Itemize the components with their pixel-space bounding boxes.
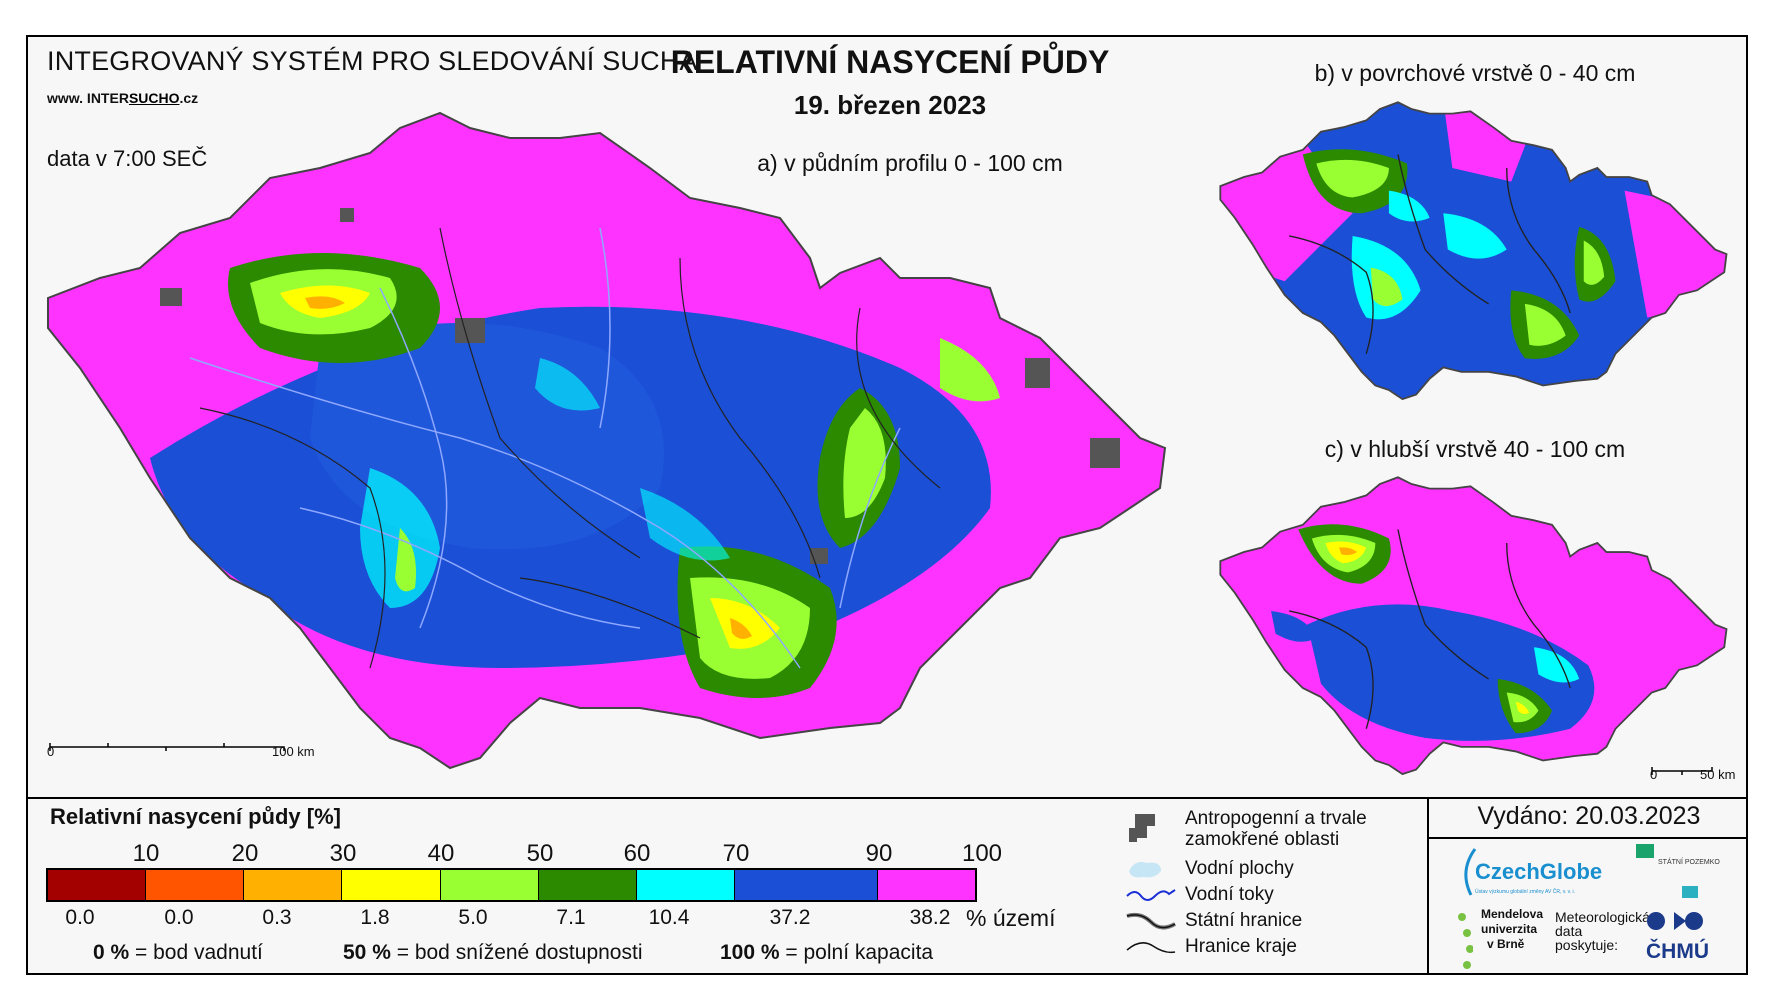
legend-divider [26, 797, 1748, 799]
legend-tick: 70 [722, 840, 750, 867]
legend-pct: 10.4 [648, 906, 690, 929]
legend-note-wilting: 0 % = bod vadnutí [93, 941, 263, 964]
meteo-line-2: data [1555, 923, 1583, 939]
legend-pct-unit: % území [966, 905, 1056, 931]
legend-color-cell [244, 870, 343, 900]
scale-small-end: 50 km [1700, 767, 1736, 782]
czechglobe-logo: CzechGlobe Ústav výzkumu globální změny … [1464, 848, 1602, 896]
legend-color-cell [877, 870, 976, 900]
map-b [1219, 101, 1728, 400]
legend-color-cell [342, 870, 441, 900]
stream-icon [1126, 889, 1176, 901]
legend-color-cell [538, 870, 637, 900]
issued-divider [1427, 837, 1748, 839]
legend-streams-label: Vodní toky [1185, 884, 1274, 905]
main-date: 19. březen 2023 [793, 90, 987, 120]
mendel-dots-icon [1458, 913, 1473, 969]
legend-pct: 38.2 [909, 906, 951, 929]
legend-note-capacity: 100 % = polní kapacita [720, 941, 934, 964]
anthropogenic-icon [1129, 814, 1155, 842]
legend-title: Relativní nasycení půdy [%] [50, 804, 341, 829]
legend-color-cell [735, 870, 878, 900]
legend-color-cell [48, 870, 147, 900]
spu-name: STÁTNÍ POZEMKOVÝ ÚŘAD [1658, 857, 1720, 866]
chmu-logo: ČHMÚ [1640, 908, 1720, 968]
mendel-logo: Mendelova univerzita v Brně [1457, 907, 1557, 973]
legend-water-areas-label: Vodní plochy [1185, 858, 1294, 879]
footer-divider [1427, 797, 1429, 975]
map-c [1219, 476, 1728, 775]
legend-tick: 90 [865, 840, 893, 867]
scale-main-end: 100 km [272, 744, 315, 759]
system-url[interactable]: www. INTERSUCHO.cz [47, 90, 199, 106]
legend-color-cell [636, 870, 736, 900]
legend-tick: 60 [623, 840, 651, 867]
legend-pct: 5.0 [458, 906, 488, 929]
region-border-icon [1126, 942, 1176, 954]
issued-date: Vydáno: 20.03.2023 [1477, 802, 1701, 830]
legend-pct: 7.1 [556, 906, 586, 929]
legend-state-border-label: Státní hranice [1185, 910, 1303, 931]
map-a [47, 111, 1167, 770]
legend-tick: 20 [231, 840, 259, 867]
legend-pct: 0.3 [262, 906, 292, 929]
legend-tick: 50 [526, 840, 554, 867]
legend-region-border-label: Hranice kraje [1185, 936, 1297, 957]
czechglobe-name: CzechGlobe [1475, 859, 1602, 884]
mendel-line-2: univerzita [1481, 922, 1538, 936]
spu-logo: STÁTNÍ POZEMKOVÝ ÚŘAD [1636, 844, 1720, 898]
scale-small-start: 0 [1650, 767, 1658, 782]
water-area-icon [1129, 862, 1161, 878]
legend-pct: 0.0 [65, 906, 95, 929]
chmu-name: ČHMÚ [1646, 940, 1709, 963]
legend-tick: 100 [961, 840, 1003, 867]
czechglobe-subtitle: Ústav výzkumu globální změny AV ČR, v. v… [1475, 888, 1575, 895]
legend-color-cell [440, 870, 539, 900]
main-title: RELATIVNÍ NASYCENÍ PŮDY [670, 44, 1110, 80]
legend-tick: 40 [427, 840, 455, 867]
scale-bar-main [49, 743, 285, 751]
legend-pct: 37.2 [769, 906, 811, 929]
state-border-icon [1126, 912, 1176, 930]
system-title: INTEGROVANÝ SYSTÉM PRO SLEDOVÁNÍ SUCHA [47, 46, 698, 76]
map-a-label: a) v půdním profilu 0 - 100 cm [757, 150, 1063, 176]
legend-note-reduced: 50 % = bod snížené dostupnosti [343, 941, 643, 964]
data-time: data v 7:00 SEČ [47, 146, 208, 171]
meteo-line-3: poskytuje: [1555, 937, 1619, 953]
map-b-label: b) v povrchové vrstvě 0 - 40 cm [1314, 60, 1636, 86]
legend-tick: 10 [132, 840, 160, 867]
legend-color-bar [46, 868, 977, 902]
meteo-line-1: Meteorologická [1555, 909, 1650, 925]
scale-bar-small [1651, 767, 1713, 775]
legend-color-cell [146, 870, 245, 900]
meteo-provider: Meteorologická data poskytuje: [1555, 909, 1650, 953]
map-c-label: c) v hlubší vrstvě 40 - 100 cm [1324, 436, 1626, 462]
legend-pct: 1.8 [360, 906, 390, 929]
legend-pct: 0.0 [164, 906, 194, 929]
chmu-emblem-icon [1647, 912, 1703, 930]
mendel-line-1: Mendelova [1481, 907, 1544, 921]
scale-main-start: 0 [47, 744, 55, 759]
mendel-line-3: v Brně [1487, 937, 1525, 951]
legend-tick: 30 [329, 840, 357, 867]
legend-anthropogenic-label: Antropogenní a trvale zamokřené oblasti [1185, 808, 1367, 850]
